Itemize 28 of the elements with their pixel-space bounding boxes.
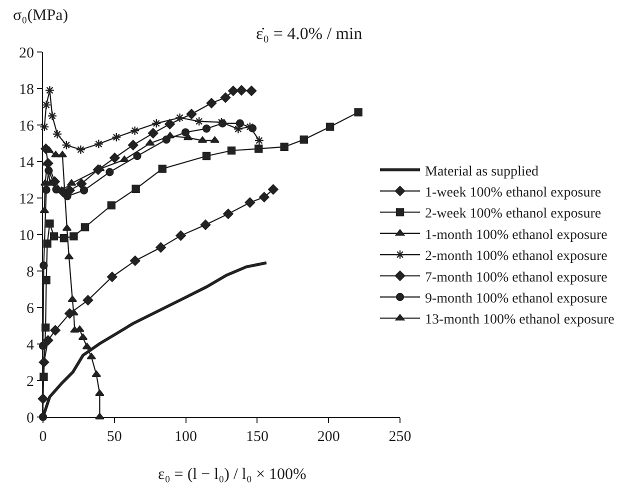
- legend-label: 13-month 100% ethanol exposure: [425, 312, 614, 328]
- y-axis-title: σ₀(MPa): [13, 7, 68, 24]
- x-tick-label: 0: [39, 429, 47, 445]
- legend-label: 2-month 100% ethanol exposure: [425, 249, 608, 264]
- x-tick-label: 150: [246, 429, 268, 445]
- legend-label: 1-month 100% ethanol exposure: [425, 228, 608, 243]
- x-tick-label: 200: [317, 429, 340, 445]
- y-tick-label: 6: [26, 300, 34, 317]
- text: ε̇₀ = 4.0% / min: [256, 24, 363, 43]
- y-tick-label: 12: [19, 191, 34, 208]
- y-tick-label: 14: [19, 154, 34, 171]
- legend-label: 2-week 100% ethanol exposure: [425, 206, 602, 222]
- x-axis-title: ε₀ = (l − l₀) / l₀ × 100%: [158, 466, 306, 483]
- legend-label: Material as supplied: [425, 164, 539, 180]
- y-tick-label: 0: [26, 410, 34, 426]
- y-tick-label: 20: [19, 45, 34, 62]
- y-tick-label: 8: [26, 264, 34, 280]
- x-tick-label: 250: [388, 429, 412, 445]
- y-tick-label: 4: [26, 337, 34, 354]
- legend-label: 1-week 100% ethanol exposure: [425, 185, 602, 200]
- x-tick-label: 50: [106, 429, 122, 445]
- y-tick-label: 2: [26, 374, 34, 390]
- legend-label: 9-month 100% ethanol exposure: [425, 291, 608, 306]
- legend-label: 7-month 100% ethanol exposure: [425, 270, 608, 286]
- y-tick-label: 18: [19, 82, 34, 98]
- x-tick-label: 100: [174, 429, 198, 445]
- y-tick-label: 16: [19, 118, 34, 134]
- y-tick-label: 10: [19, 228, 34, 244]
